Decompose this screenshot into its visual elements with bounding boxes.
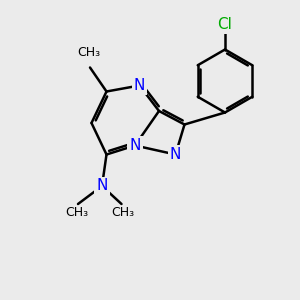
Text: N: N [129, 138, 141, 153]
Text: CH₃: CH₃ [77, 46, 100, 59]
Text: Cl: Cl [218, 17, 232, 32]
Text: CH₃: CH₃ [65, 206, 88, 218]
Text: N: N [170, 147, 181, 162]
Text: N: N [96, 178, 108, 194]
Text: CH₃: CH₃ [111, 206, 135, 218]
Text: N: N [134, 78, 145, 93]
